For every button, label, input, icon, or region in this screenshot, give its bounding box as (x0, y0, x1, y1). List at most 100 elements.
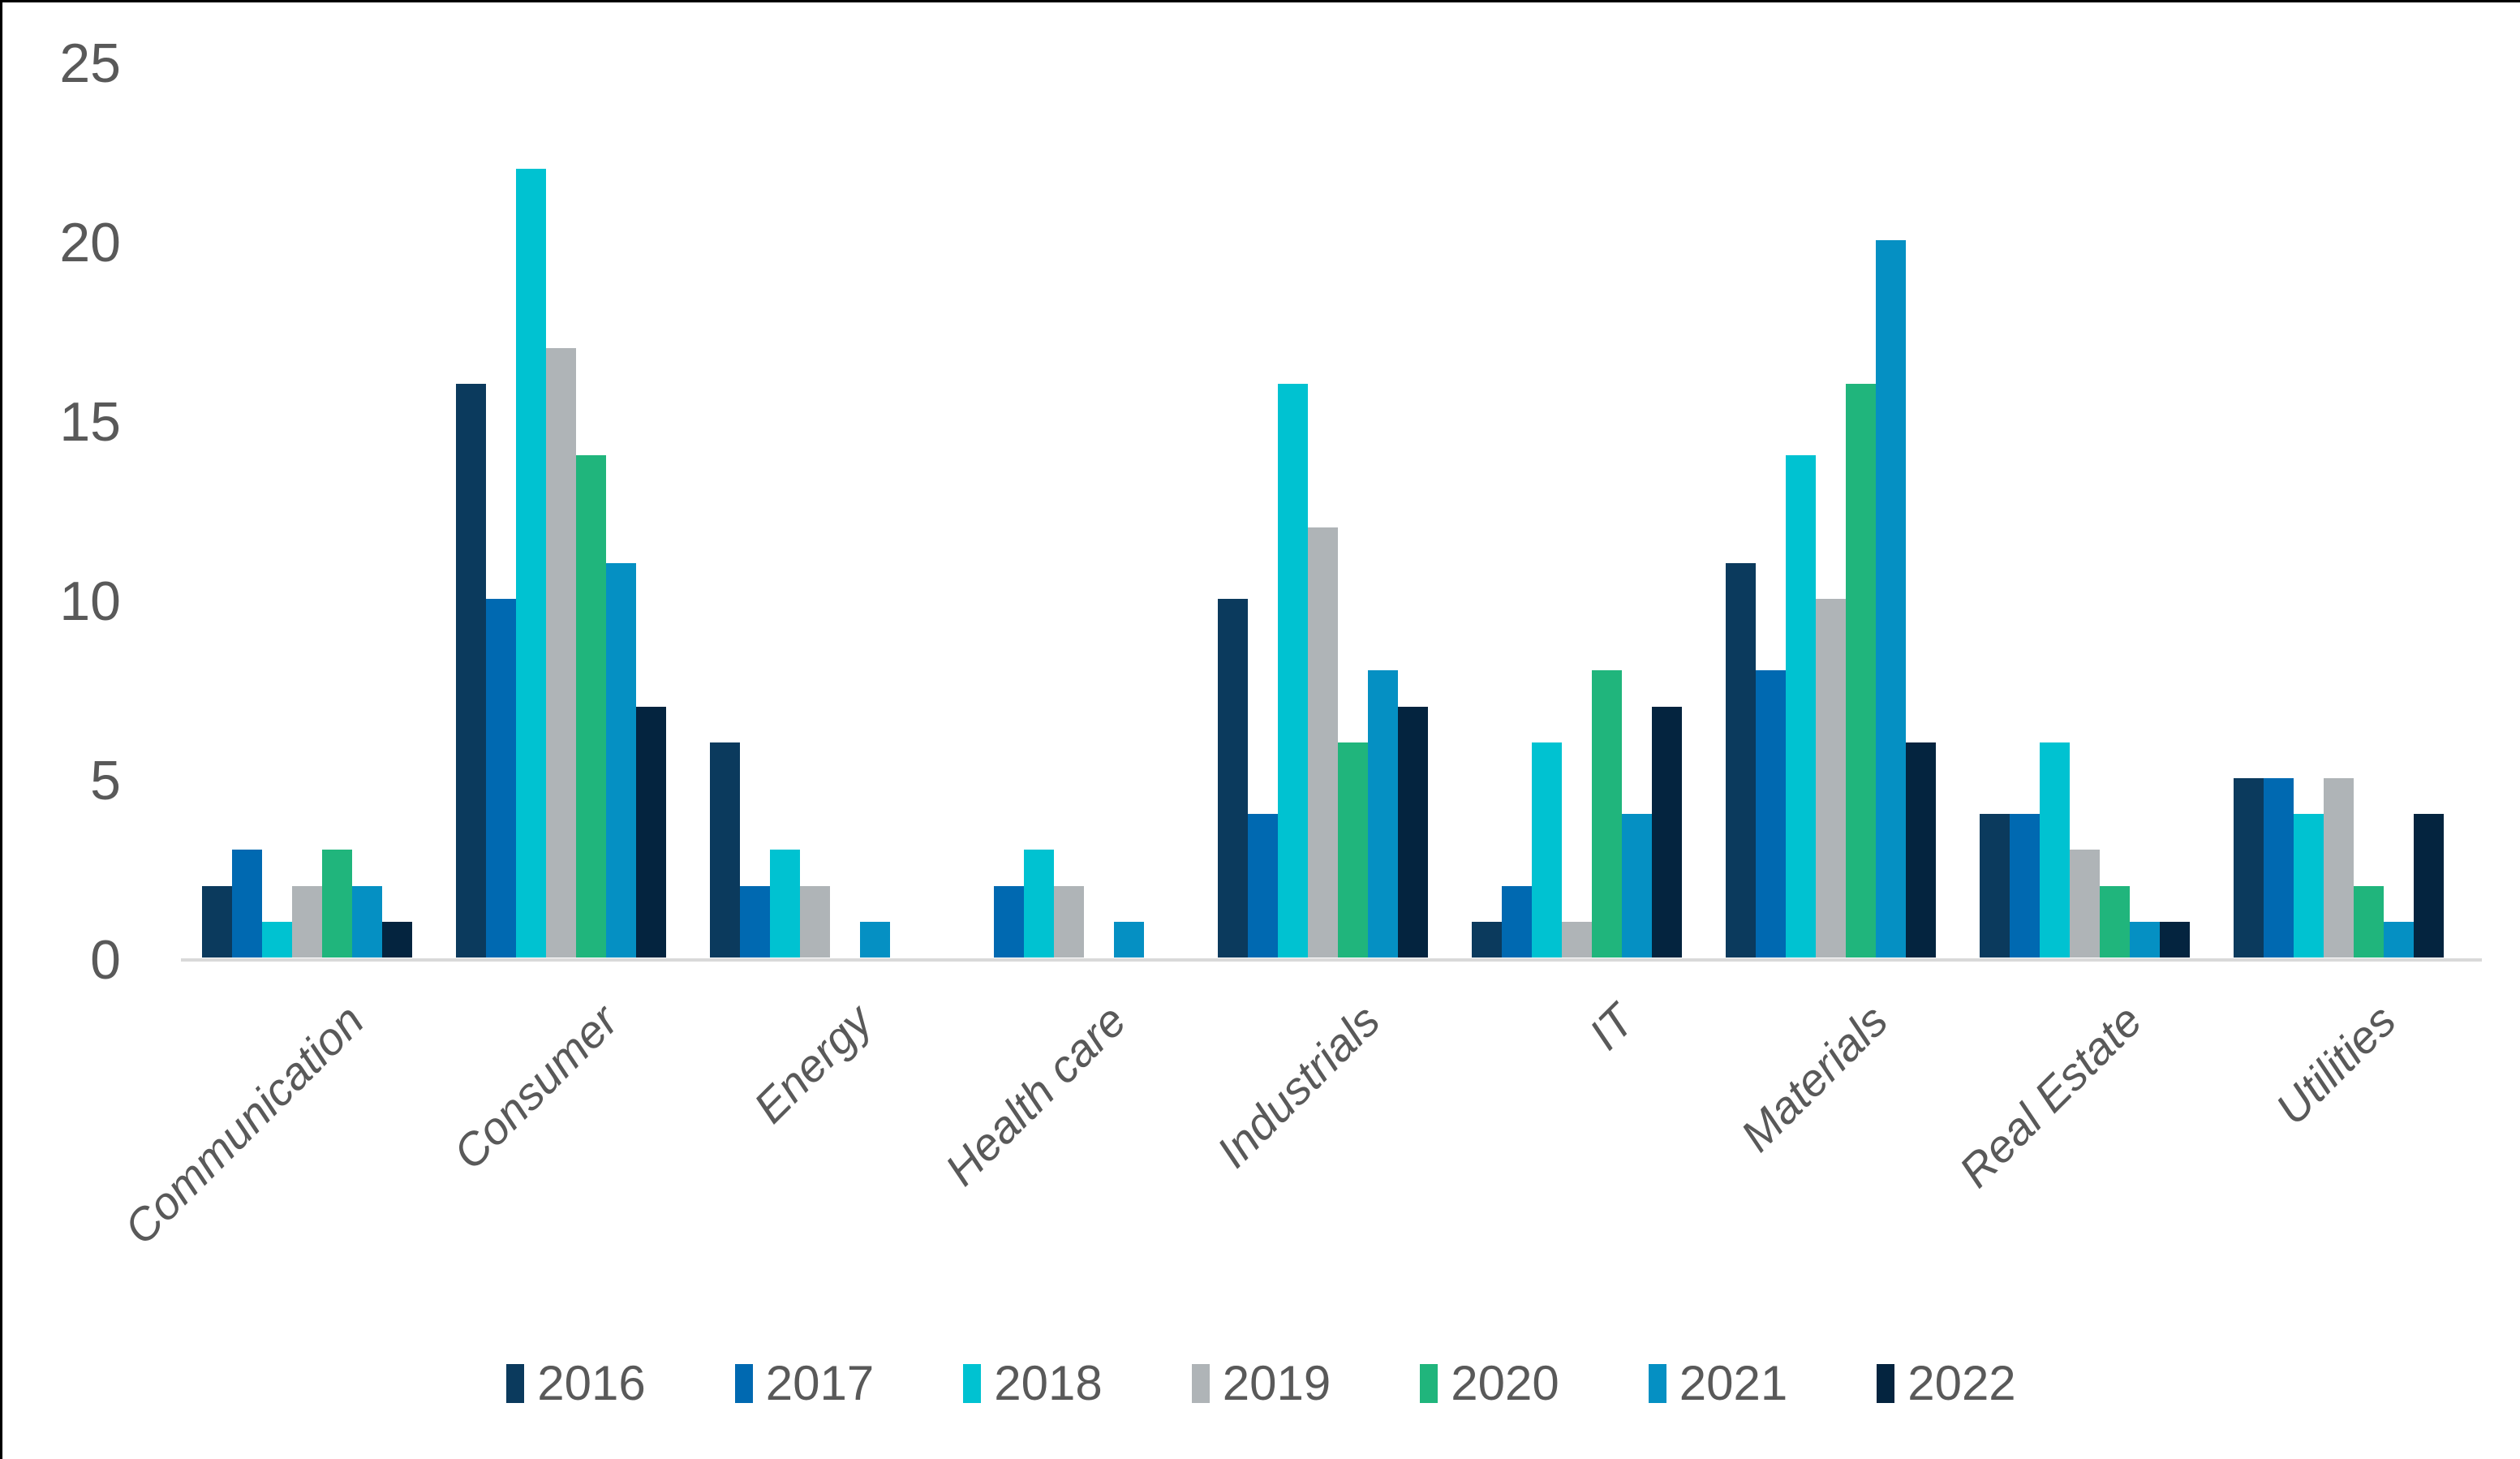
bar-2021-utilities (2384, 922, 2414, 958)
legend-swatch-2018 (963, 1364, 982, 1403)
legend-swatch-2022 (1877, 1364, 1895, 1403)
bar-2018-communication (262, 922, 292, 958)
bar-2020-real-estate (2100, 886, 2130, 958)
bar-2016-consumer (456, 384, 486, 958)
bar-2019-real-estate (2070, 850, 2100, 958)
bar-2018-energy (770, 850, 800, 958)
bar-2017-energy (740, 886, 770, 958)
legend-item-2019: 2019 (1191, 1356, 1331, 1410)
legend-swatch-2019 (1191, 1364, 1210, 1403)
bar-2020-it (1592, 670, 1622, 958)
bar-2016-it (1472, 922, 1502, 958)
bar-group-materials (1726, 61, 1936, 958)
bar-2020-materials (1846, 384, 1876, 958)
bar-2020-industrials (1338, 742, 1368, 958)
bar-2017-communication (232, 850, 262, 958)
bar-2016-industrials (1218, 599, 1248, 958)
bar-2019-it (1562, 922, 1592, 958)
x-label-communication: Communication (114, 994, 374, 1255)
legend-label-2021: 2021 (1679, 1356, 1788, 1410)
bar-2022-utilities (2414, 814, 2444, 958)
bar-2022-real-estate (2160, 922, 2190, 958)
legend-label-2018: 2018 (994, 1356, 1103, 1410)
bar-2019-materials (1816, 599, 1846, 958)
bar-2021-it (1622, 814, 1652, 958)
x-label-industrials: Industrials (1206, 994, 1390, 1177)
bar-2019-industrials (1308, 527, 1338, 958)
bar-2022-industrials (1398, 707, 1428, 958)
legend-item-2017: 2017 (734, 1356, 875, 1410)
bar-2022-communication (382, 922, 412, 958)
y-tick-label-5: 5 (90, 750, 121, 811)
x-label-it: IT (1579, 994, 1644, 1060)
bar-2021-health-care (1114, 922, 1144, 958)
bar-2016-real-estate (1980, 814, 2010, 958)
legend-label-2022: 2022 (1907, 1356, 2016, 1410)
bar-2018-consumer (516, 169, 546, 958)
bar-2020-utilities (2354, 886, 2384, 958)
bar-2021-industrials (1368, 670, 1398, 958)
bar-2021-communication (352, 886, 382, 958)
x-label-materials: Materials (1731, 994, 1898, 1161)
bar-group-it (1472, 61, 1682, 958)
bar-2017-it (1502, 886, 1532, 958)
bar-2018-utilities (2294, 814, 2324, 958)
bar-2016-energy (710, 742, 740, 958)
bar-2022-it (1652, 707, 1682, 958)
bar-2018-industrials (1278, 384, 1308, 958)
x-label-health-care: Health care (935, 994, 1136, 1195)
bar-2022-materials (1906, 742, 1936, 958)
bar-2021-real-estate (2130, 922, 2160, 958)
legend-label-2016: 2016 (537, 1356, 646, 1410)
bar-2016-materials (1726, 563, 1756, 958)
y-tick-label-20: 20 (59, 212, 121, 273)
bar-2016-communication (202, 886, 232, 958)
bar-2019-communication (292, 886, 322, 958)
legend: 2016 2017 2018 2019 2020 2021 2022 (2, 1359, 2520, 1408)
bar-2020-consumer (576, 455, 606, 958)
bar-2017-consumer (486, 599, 516, 958)
legend-item-2018: 2018 (963, 1356, 1103, 1410)
bar-2021-materials (1876, 240, 1906, 958)
legend-swatch-2020 (1420, 1364, 1438, 1403)
y-tick-label-0: 0 (90, 929, 121, 991)
bar-2018-materials (1786, 455, 1816, 958)
bar-2017-materials (1756, 670, 1786, 958)
bar-2021-consumer (606, 563, 636, 958)
x-label-consumer: Consumer (443, 994, 628, 1179)
x-axis-line (181, 958, 2482, 962)
bar-2018-health-care (1024, 850, 1054, 958)
y-tick-label-25: 25 (59, 32, 121, 94)
bar-2017-industrials (1248, 814, 1278, 958)
x-label-utilities: Utilities (2265, 994, 2406, 1134)
bar-group-health-care (964, 61, 1174, 958)
bar-group-real-estate (1980, 61, 2190, 958)
bar-group-communication (202, 61, 412, 958)
bar-group-industrials (1218, 61, 1428, 958)
bar-2019-utilities (2324, 778, 2354, 958)
bar-2020-communication (322, 850, 352, 958)
bar-2019-health-care (1054, 886, 1084, 958)
y-tick-label-15: 15 (59, 391, 121, 453)
bar-2017-health-care (994, 886, 1024, 958)
y-tick-label-10: 10 (59, 570, 121, 632)
bar-2019-consumer (546, 348, 576, 958)
bar-2018-it (1532, 742, 1562, 958)
legend-item-2022: 2022 (1877, 1356, 2016, 1410)
legend-label-2020: 2020 (1451, 1356, 1559, 1410)
bar-2018-real-estate (2040, 742, 2070, 958)
bar-2021-energy (860, 922, 890, 958)
bar-group-utilities (2234, 61, 2444, 958)
legend-item-2016: 2016 (506, 1356, 646, 1410)
legend-item-2021: 2021 (1648, 1356, 1788, 1410)
x-label-real-estate: Real Estate (1949, 994, 2152, 1197)
bar-2017-utilities (2264, 778, 2294, 958)
legend-label-2019: 2019 (1222, 1356, 1331, 1410)
legend-swatch-2017 (734, 1364, 753, 1403)
legend-item-2020: 2020 (1420, 1359, 1559, 1408)
legend-label-2017: 2017 (765, 1356, 875, 1410)
bar-2017-real-estate (2010, 814, 2040, 958)
legend-swatch-2021 (1648, 1364, 1666, 1403)
